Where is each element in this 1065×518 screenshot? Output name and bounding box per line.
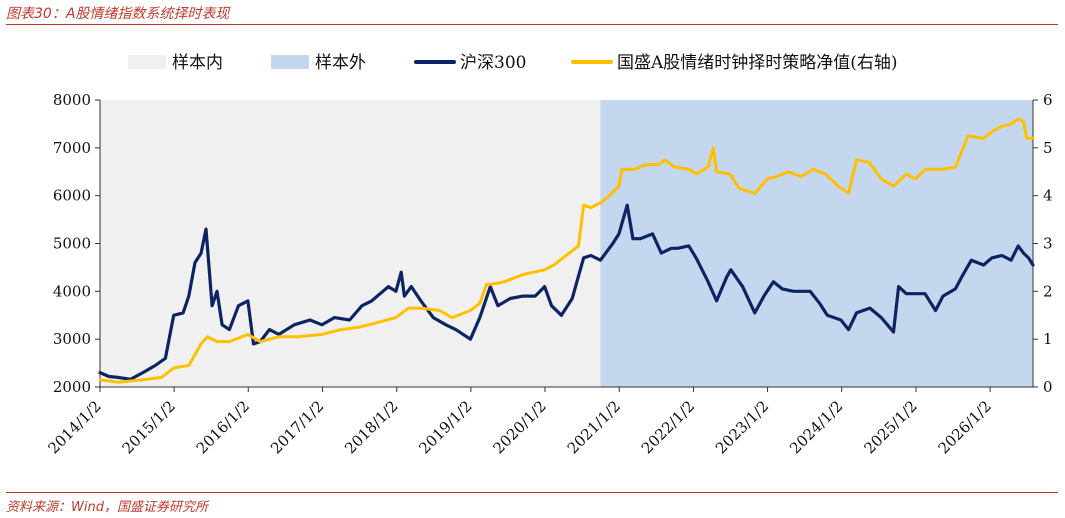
y-right-tick-label: 4 bbox=[1043, 187, 1053, 205]
legend-item-1: 样本内 bbox=[128, 53, 223, 73]
y-right-tick-label: 3 bbox=[1043, 235, 1053, 253]
x-tick-label: 2020/1/2 bbox=[489, 397, 549, 457]
y-left-tick-label: 8000 bbox=[53, 91, 91, 109]
sample-regions bbox=[100, 100, 1033, 387]
line-chart: 2000 3000 4000 5000 6000 7000 8000 0 1 2 3 4 5 6 2014/… bbox=[44, 53, 1053, 457]
x-tick-label: 2024/1/2 bbox=[786, 397, 846, 457]
x-tick-label: 2019/1/2 bbox=[415, 397, 475, 457]
x-tick-label: 2025/1/2 bbox=[860, 397, 920, 457]
legend-item-2: 样本外 bbox=[271, 53, 366, 73]
region-in-sample bbox=[100, 100, 601, 387]
title-rule bbox=[6, 24, 1058, 25]
y-left-tick-label: 3000 bbox=[53, 330, 91, 348]
x-tick-label: 2017/1/2 bbox=[267, 397, 327, 457]
region-out-of-sample bbox=[600, 100, 1033, 387]
x-tick-label: 2021/1/2 bbox=[564, 397, 624, 457]
y-right-tick-label: 0 bbox=[1043, 378, 1053, 396]
x-tick-label: 2016/1/2 bbox=[193, 397, 253, 457]
legend-item-4: 国盛A股情绪时钟择时策略净值(右轴) bbox=[571, 53, 898, 73]
y-right-tick-label: 5 bbox=[1043, 139, 1053, 157]
series-line-strategy-nav bbox=[98, 117, 1035, 384]
y-right-tick-label: 6 bbox=[1043, 91, 1053, 109]
legend-label: 样本内 bbox=[172, 53, 223, 73]
y-right-tick-label: 2 bbox=[1043, 282, 1053, 300]
source-note: 资料来源：Wind，国盛证券研究所 bbox=[6, 500, 208, 515]
y-left-tick-label: 4000 bbox=[53, 282, 91, 300]
y-left-tick-label: 2000 bbox=[53, 378, 91, 396]
legend-item-3: 沪深300 bbox=[414, 53, 526, 73]
x-tick-label: 2026/1/2 bbox=[935, 397, 995, 457]
figure-title: 图表30：A股情绪指数系统择时表现 bbox=[6, 6, 230, 22]
x-tick-label: 2015/1/2 bbox=[119, 397, 179, 457]
series-line-csi300 bbox=[98, 203, 1035, 381]
source-rule bbox=[6, 492, 1058, 493]
y-left-tick-label: 7000 bbox=[53, 139, 91, 157]
x-tick-label: 2018/1/2 bbox=[341, 397, 401, 457]
legend-swatch bbox=[271, 55, 309, 69]
legend-label: 沪深300 bbox=[460, 53, 526, 73]
y-left-tick-label: 6000 bbox=[53, 187, 91, 205]
legend-label: 样本外 bbox=[315, 53, 366, 73]
series bbox=[98, 117, 1035, 384]
y-right-tick-label: 1 bbox=[1043, 330, 1053, 348]
x-tick-label: 2023/1/2 bbox=[712, 397, 772, 457]
legend-swatch bbox=[128, 55, 166, 69]
x-tick-label: 2022/1/2 bbox=[638, 397, 698, 457]
x-tick-label: 2014/1/2 bbox=[44, 397, 104, 457]
legend: 样本内 样本外 沪深300 国盛A股情绪时钟择时策略净值(右轴) bbox=[128, 53, 898, 73]
legend-label: 国盛A股情绪时钟择时策略净值(右轴) bbox=[617, 53, 898, 73]
y-left-tick-label: 5000 bbox=[53, 235, 91, 253]
